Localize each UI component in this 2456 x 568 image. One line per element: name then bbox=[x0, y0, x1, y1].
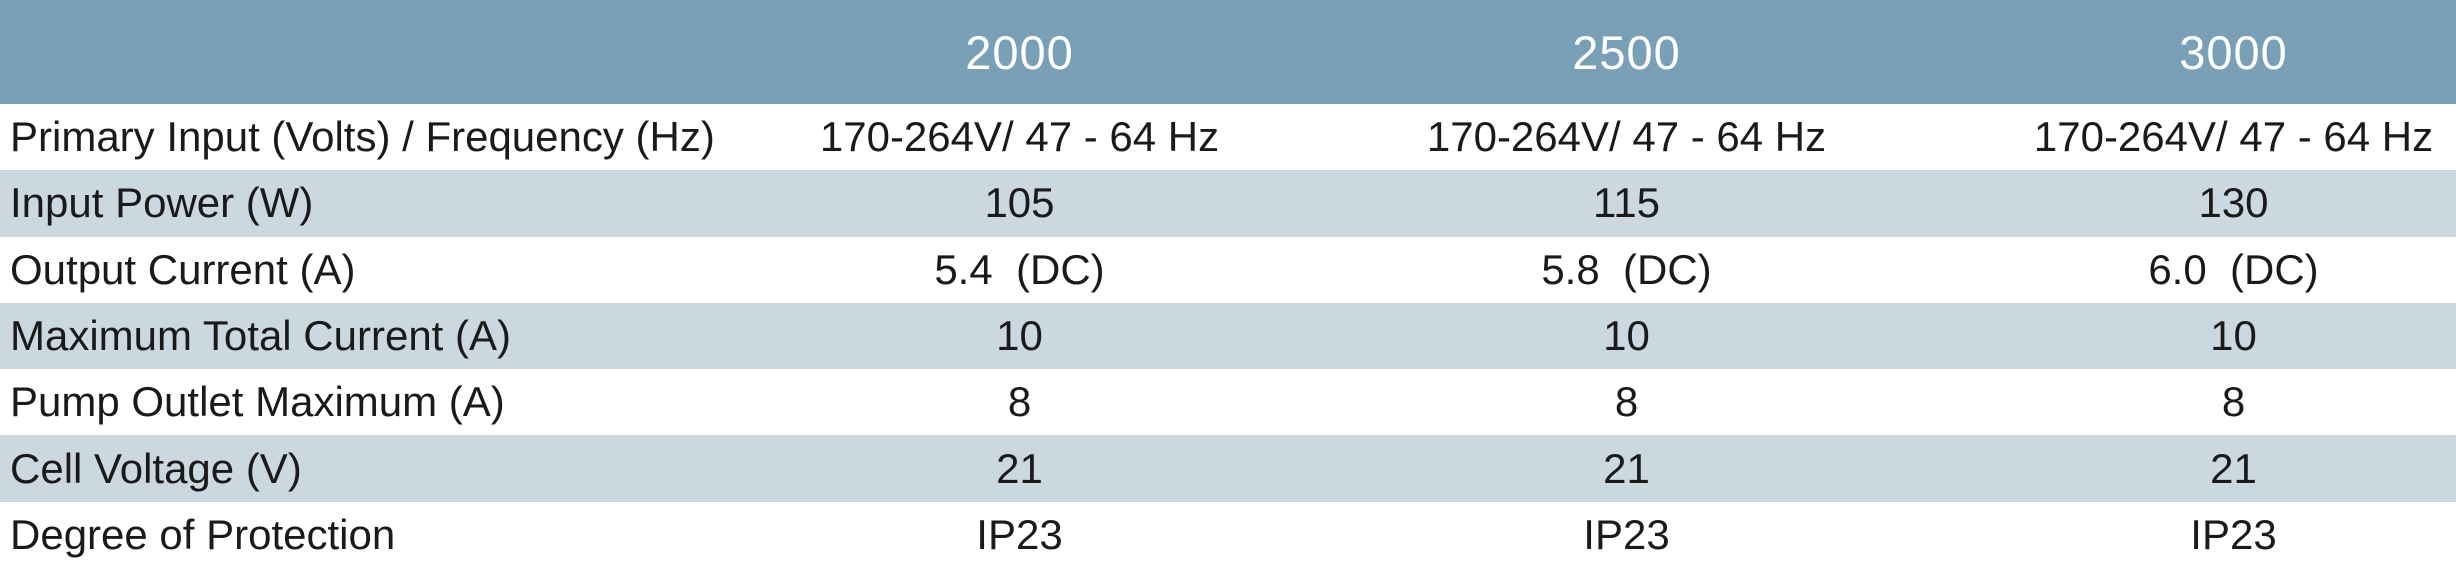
row-label: Primary Input (Volts) / Frequency (Hz) bbox=[10, 113, 715, 161]
row-value: 170-264V/ 47 - 64 Hz bbox=[2033, 113, 2434, 161]
column-header-2000: 2000 bbox=[965, 25, 1074, 79]
column-header-3000: 3000 bbox=[2179, 25, 2288, 79]
row-label: Output Current (A) bbox=[10, 245, 356, 293]
table-header-row: 2000 2500 3000 bbox=[0, 0, 2456, 104]
row-value: 170-264V/ 47 - 64 Hz bbox=[819, 113, 1220, 161]
row-value: IP23 bbox=[976, 510, 1063, 558]
row-value: 10 bbox=[996, 311, 1043, 359]
table-row: Cell Voltage (V) 21 21 21 bbox=[0, 435, 2456, 502]
row-value: 8 bbox=[1007, 378, 1032, 426]
row-value: 115 bbox=[1593, 179, 1660, 227]
row-value: 8 bbox=[1614, 378, 1639, 426]
row-value: 5.8 (DC) bbox=[1541, 245, 1712, 293]
row-label: Pump Outlet Maximum (A) bbox=[10, 378, 505, 426]
table-row: Pump Outlet Maximum (A) 8 8 8 bbox=[0, 369, 2456, 435]
row-value: 105 bbox=[984, 179, 1055, 227]
table-row: Output Current (A) 5.4 (DC) 5.8 (DC) 6.0… bbox=[0, 237, 2456, 303]
row-label: Degree of Protection bbox=[10, 510, 396, 558]
table-row: Degree of Protection IP23 IP23 IP23 bbox=[0, 502, 2456, 568]
row-value: 21 bbox=[996, 444, 1043, 492]
row-value: IP23 bbox=[1583, 510, 1670, 558]
column-header-2500: 2500 bbox=[1572, 25, 1681, 79]
table-row: Maximum Total Current (A) 10 10 10 bbox=[0, 302, 2456, 370]
row-value: 130 bbox=[2198, 179, 2269, 227]
row-value: 10 bbox=[2210, 311, 2257, 359]
table-body: Primary Input (Volts) / Frequency (Hz) 1… bbox=[0, 104, 2456, 568]
row-label: Input Power (W) bbox=[10, 179, 314, 227]
row-value: 6.0 (DC) bbox=[2148, 245, 2319, 293]
table-row: Primary Input (Volts) / Frequency (Hz) 1… bbox=[0, 104, 2456, 170]
row-value: 21 bbox=[1603, 444, 1650, 492]
row-label: Maximum Total Current (A) bbox=[10, 311, 512, 359]
row-value: 21 bbox=[2210, 444, 2257, 492]
row-value: 10 bbox=[1603, 311, 1650, 359]
table-row: Input Power (W) 105 115 130 bbox=[0, 170, 2456, 237]
row-value: 170-264V/ 47 - 64 Hz bbox=[1426, 113, 1827, 161]
row-value: 5.4 (DC) bbox=[934, 245, 1105, 293]
row-label: Cell Voltage (V) bbox=[10, 444, 302, 492]
row-value: 8 bbox=[2221, 378, 2246, 426]
row-value: IP23 bbox=[2190, 510, 2277, 558]
